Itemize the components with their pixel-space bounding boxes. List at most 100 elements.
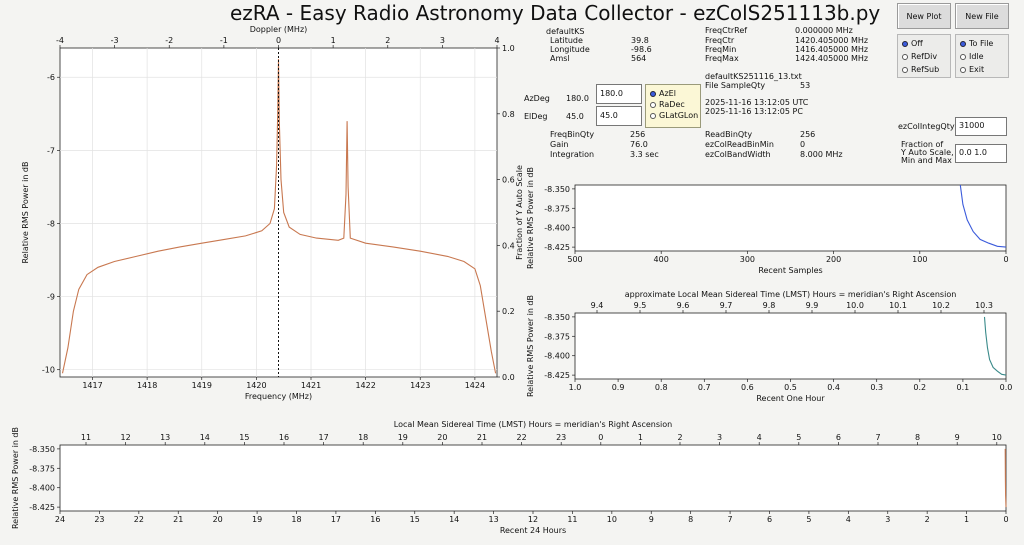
freq-ctr-ref-value: 0.000000 MHz: [795, 26, 853, 35]
spectrum-x2-tick-label: 2: [385, 36, 390, 45]
ref-option-off[interactable]: Off: [902, 39, 923, 48]
day-x2-tick-label: 19: [398, 433, 408, 442]
day-x-tick-label: 0: [1003, 515, 1008, 524]
day-x2-tick-label: 23: [556, 433, 566, 442]
one-hour-y-tick-label: -8.425: [544, 371, 570, 380]
day-x2-tick-label: 15: [239, 433, 249, 442]
recent-samples-y-axis-label: Relative RMS Power in dB: [526, 167, 535, 269]
spectrum-x-tick-label: 1419: [192, 381, 212, 390]
day-plot-area: [59, 444, 1007, 512]
day-x2-tick-label: 20: [437, 433, 447, 442]
one-hour-x-tick-label: 0.2: [913, 383, 926, 392]
coord-option-azel[interactable]: AzEl: [650, 89, 676, 98]
radio-icon: [902, 53, 908, 60]
one-hour-x-tick-label: 0.7: [698, 383, 711, 392]
spectrum-y-tick-label: -7: [47, 146, 55, 155]
one-hour-plot-area: [574, 312, 1007, 380]
day-x-tick-label: 4: [846, 515, 851, 524]
new-file-button[interactable]: New File: [955, 3, 1009, 29]
spectrum-y2-tick-label: 0.2: [502, 307, 515, 316]
radio-icon: [902, 66, 908, 73]
file-option-idle[interactable]: Idle: [960, 52, 984, 61]
one-hour-x2-tick-label: 10.1: [889, 301, 907, 310]
one-hour-y-tick-label: -8.400: [544, 352, 570, 361]
day-x-tick-label: 16: [370, 515, 380, 524]
coord-option-glatglon[interactable]: GLatGLon: [650, 111, 698, 120]
freq-bin-qty-value: 256: [630, 130, 646, 139]
day-x-tick-label: 18: [291, 515, 301, 524]
one-hour-x2-tick-label: 9.7: [720, 301, 733, 310]
pc-time: 2025-11-16 13:12:05 PC: [705, 107, 803, 116]
el-value: 45.0: [566, 112, 584, 121]
recent-samples-series-line: [959, 184, 1007, 248]
ref-option-refsub[interactable]: RefSub: [902, 65, 939, 74]
day-x2-tick-label: 18: [358, 433, 368, 442]
gain-value: 76.0: [630, 140, 648, 149]
data-filename: defaultKS251116_13.txt: [705, 72, 802, 81]
spectrum-x-tick-label: 1422: [355, 381, 375, 390]
one-hour-y-tick-label: -8.350: [544, 313, 570, 322]
day-series-line: [1004, 448, 1007, 508]
spectrum-x2-tick-label: 0: [276, 36, 281, 45]
day-x-tick-label: 19: [252, 515, 262, 524]
day-x-tick-label: 10: [607, 515, 617, 524]
coord-option-radec[interactable]: RaDec: [650, 100, 685, 109]
sample-qty-value: 53: [800, 81, 811, 90]
integ-qty-input[interactable]: 31000: [955, 117, 1007, 136]
radio-selected-icon: [960, 40, 966, 47]
day-x-tick-label: 21: [173, 515, 183, 524]
spectrum-x2-tick-label: -3: [111, 36, 119, 45]
one-hour-y-tick-label: -8.375: [544, 332, 570, 341]
recent-samples-x-tick-label: 400: [654, 255, 669, 264]
file-option-tofile[interactable]: To File: [960, 39, 993, 48]
radio-icon: [960, 53, 966, 60]
one-hour-x-tick-label: 0.0: [1000, 383, 1013, 392]
one-hour-x2-tick-label: 9.9: [806, 301, 819, 310]
day-y-tick-label: -8.425: [29, 503, 55, 512]
spectrum-y-tick-label: -6: [47, 73, 55, 82]
new-plot-button[interactable]: New Plot: [897, 3, 951, 29]
day-x-tick-label: 14: [449, 515, 459, 524]
day-x2-tick-label: 2: [677, 433, 682, 442]
recent-samples-y-tick-label: -8.425: [544, 243, 570, 252]
one-hour-x2-tick-label: 9.4: [591, 301, 604, 310]
day-x-tick-label: 1: [964, 515, 969, 524]
spectrum-x-tick-label: 1417: [82, 381, 102, 390]
one-hour-x2-tick-label: 10.0: [846, 301, 864, 310]
day-x2-tick-label: 16: [279, 433, 289, 442]
recent-samples-plot-area: [574, 184, 1007, 252]
spectrum-x2-tick-label: -4: [56, 36, 64, 45]
station-amsl-label: Amsl: [550, 54, 570, 63]
day-y-tick-label: -8.350: [29, 445, 55, 454]
recent-samples-x-tick-label: 300: [740, 255, 755, 264]
day-x2-tick-label: 13: [160, 433, 170, 442]
day-x-tick-label: 23: [94, 515, 104, 524]
freq-max-label: FreqMax: [705, 54, 739, 63]
freq-ctr-value: 1420.405000 MHz: [795, 36, 869, 45]
day-x2-tick-label: 0: [598, 433, 603, 442]
bandwidth-label: ezColBandWidth: [705, 150, 771, 159]
day-y-axis-label: Relative RMS Power in dB: [11, 427, 20, 529]
az-input[interactable]: 180.0: [596, 84, 642, 104]
one-hour-top-axis-label: approximate Local Mean Sidereal Time (LM…: [625, 290, 957, 299]
el-input[interactable]: 45.0: [596, 106, 642, 126]
one-hour-x-tick-label: 0.9: [612, 383, 625, 392]
autoscale-label-2: Y Auto Scale,: [901, 148, 954, 157]
station-lon-value: -98.6: [631, 45, 652, 54]
day-x2-tick-label: 17: [319, 433, 329, 442]
day-x-tick-label: 24: [55, 515, 65, 524]
radio-icon: [960, 66, 966, 73]
recent-samples-y-tick-label: -8.375: [544, 204, 570, 213]
one-hour-x-tick-label: 0.3: [870, 383, 883, 392]
file-option-exit[interactable]: Exit: [960, 65, 984, 74]
ref-option-refdiv[interactable]: RefDiv: [902, 52, 937, 61]
autoscale-input[interactable]: 0.0 1.0: [955, 144, 1007, 163]
day-top-axis-label: Local Mean Sidereal Time (LMST) Hours = …: [394, 420, 672, 429]
day-x-tick-label: 8: [688, 515, 693, 524]
radio-selected-icon: [902, 40, 908, 47]
spectrum-y2-tick-label: 1.0: [502, 44, 515, 53]
recent-samples-y-tick-label: -8.350: [544, 185, 570, 194]
spectrum-series-line: [61, 58, 497, 374]
radio-icon: [650, 101, 656, 108]
read-bin-min-label: ezColReadBinMin: [705, 140, 774, 149]
